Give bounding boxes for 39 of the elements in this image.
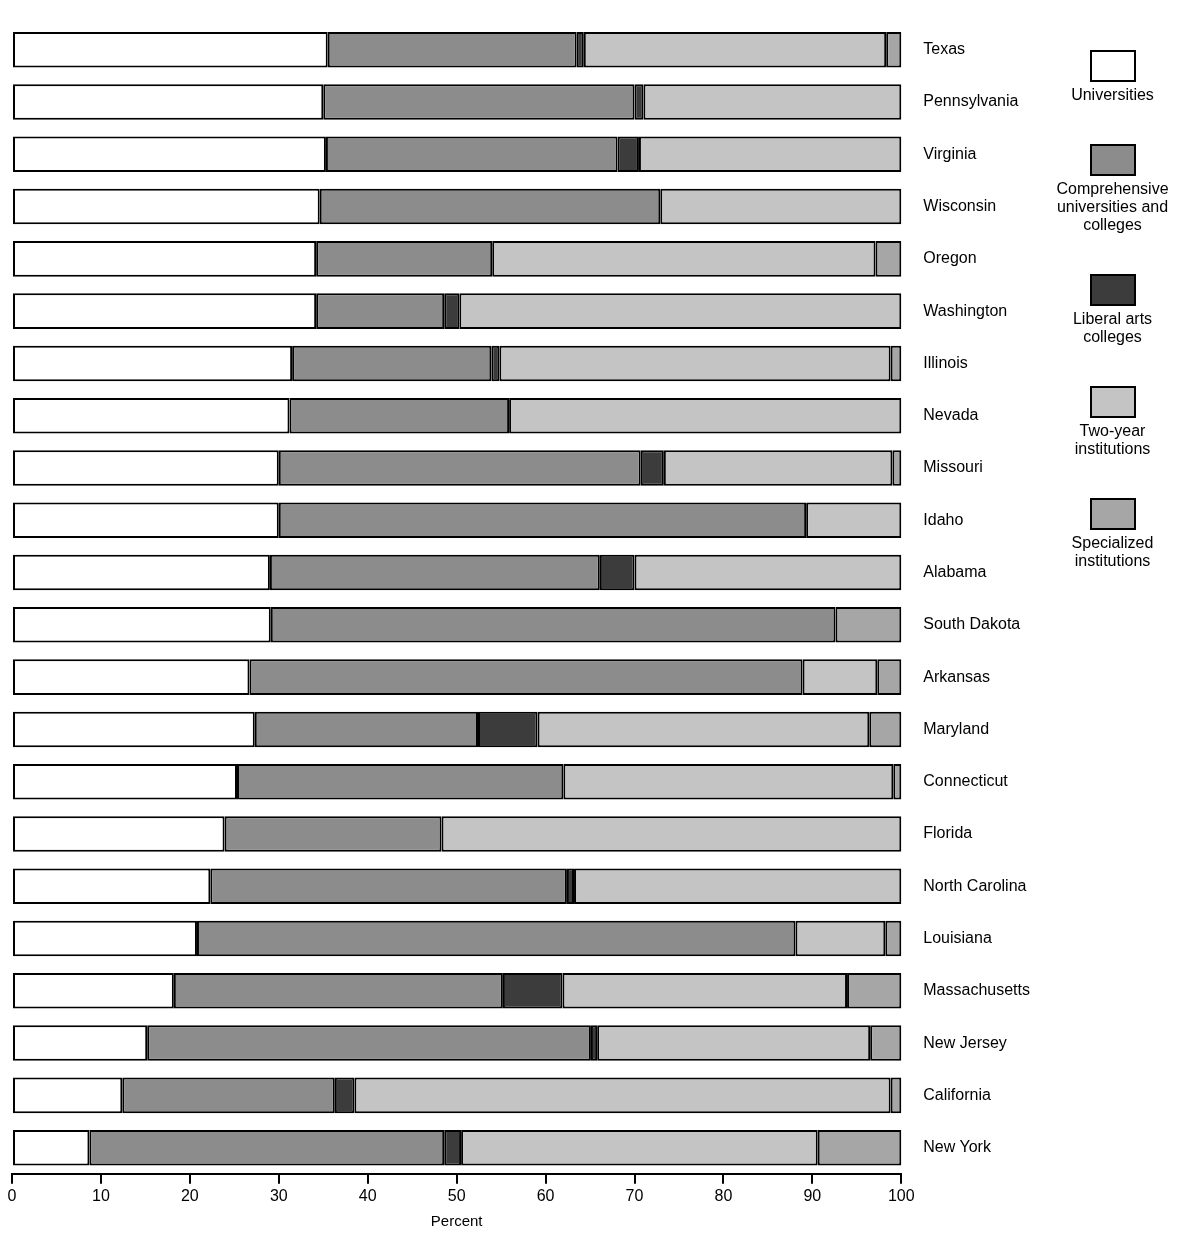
- y-tick-label: Alabama: [923, 562, 987, 580]
- legend-label: Specialized institutions: [1070, 534, 1155, 570]
- y-tick-label: Washington: [923, 301, 1008, 319]
- x-tick-label: 20: [180, 1186, 199, 1204]
- x-tick-label: 40: [358, 1186, 377, 1204]
- y-tick-label: New York: [923, 1138, 992, 1156]
- y-tick-label: Louisiana: [923, 928, 992, 946]
- y-tick-label: Maryland: [923, 719, 990, 737]
- text: Universities: [1071, 86, 1154, 104]
- x-tick-label: 60: [536, 1186, 555, 1204]
- x-tick-label: 30: [269, 1186, 288, 1204]
- x-tick-label: 80: [714, 1186, 733, 1204]
- x-tick-label: 0: [7, 1186, 17, 1204]
- y-tick-label: Pennsylvania: [923, 92, 1019, 110]
- y-tick-label: California: [923, 1085, 991, 1103]
- x-tick-label: 70: [625, 1186, 644, 1204]
- x-axis-title: Percent: [430, 1212, 484, 1230]
- y-tick-label: Oregon: [923, 249, 977, 267]
- y-tick-label: New Jersey: [923, 1033, 1007, 1051]
- legend-label: Liberal arts colleges: [1071, 310, 1154, 346]
- x-tick-label: 90: [803, 1186, 822, 1204]
- y-tick-label: Massachusetts: [923, 981, 1031, 999]
- y-tick-label: Texas: [923, 40, 966, 58]
- legend-label: Comprehensive universities and colleges: [1055, 180, 1170, 234]
- y-tick-label: Connecticut: [923, 772, 1009, 790]
- x-tick-label: 10: [92, 1186, 110, 1204]
- y-tick-label: Missouri: [923, 458, 983, 476]
- y-tick-label: North Carolina: [923, 876, 1027, 894]
- legend-label: Two-year institutions: [1073, 422, 1152, 458]
- x-tick-label: 100: [887, 1186, 915, 1204]
- y-tick-label: Nevada: [923, 406, 979, 424]
- y-tick-label: Wisconsin: [923, 196, 997, 214]
- y-tick-label: Illinois: [923, 353, 968, 371]
- y-tick-label: Arkansas: [923, 667, 990, 685]
- y-tick-label: Florida: [923, 824, 973, 842]
- y-tick-label: Virginia: [923, 144, 977, 162]
- y-tick-label: South Dakota: [923, 615, 1021, 633]
- y-tick-label: Idaho: [923, 510, 964, 528]
- x-tick-label: 50: [447, 1186, 466, 1204]
